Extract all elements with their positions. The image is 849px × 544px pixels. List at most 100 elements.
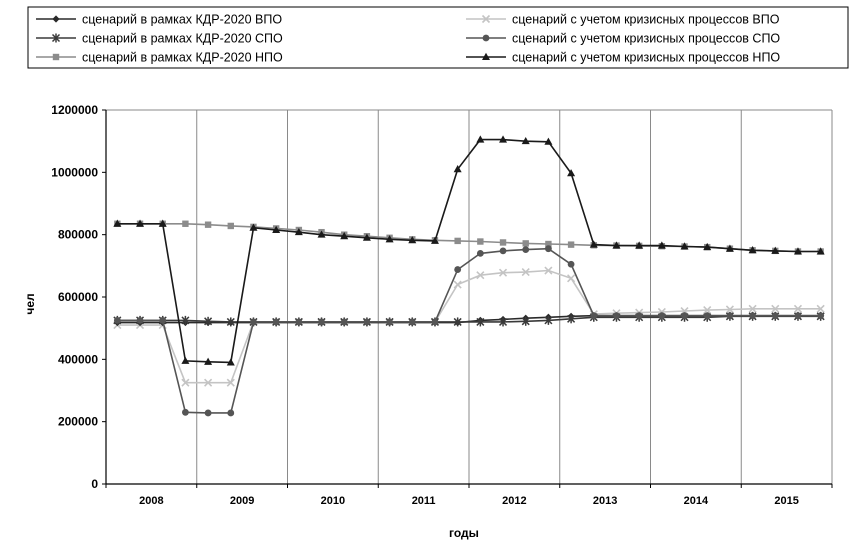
series-line (117, 315, 821, 323)
data-point (340, 318, 348, 326)
data-point (182, 408, 189, 416)
legend-label: сценарий в рамках КДР-2020 ВПО (82, 13, 282, 27)
y-tick-label: 800000 (58, 228, 98, 242)
legend: сценарий в рамках КДР-2020 ВПО сценарий в… (27, 6, 849, 69)
data-point (681, 312, 688, 320)
marker-stroke (544, 266, 553, 275)
data-point (589, 240, 598, 248)
legend-marker (482, 52, 490, 60)
marker-stroke (476, 271, 485, 280)
marker-stroke (226, 378, 235, 387)
marker-stroke (204, 378, 213, 387)
y-axis-label: чел (23, 293, 37, 314)
data-point (136, 316, 144, 324)
marker-stroke (453, 280, 462, 289)
marker-stroke (521, 268, 530, 277)
y-tick-label: 1000000 (51, 165, 98, 179)
data-point (635, 312, 643, 320)
x-tick-label: 2012 (502, 495, 526, 507)
data-point (726, 312, 734, 320)
series-5 (113, 245, 825, 417)
data-point (226, 358, 235, 366)
marker-stroke (793, 304, 803, 313)
data-point (703, 242, 712, 251)
data-point (725, 305, 734, 314)
data-point (771, 304, 780, 313)
y-tick-label: 600000 (58, 290, 98, 304)
data-point (362, 233, 371, 241)
data-point (226, 317, 235, 327)
data-point (793, 304, 803, 313)
data-point (204, 378, 213, 387)
data-point (249, 223, 258, 231)
data-point (771, 312, 779, 320)
data-point (431, 318, 439, 326)
data-point (181, 378, 190, 387)
data-point (204, 357, 213, 365)
data-point (793, 247, 802, 255)
data-point (204, 409, 212, 417)
legend-marker (52, 15, 60, 23)
legend-label: сценарий с учетом кризисных процессов ВП… (512, 13, 780, 27)
data-point (567, 274, 576, 283)
marker-stroke (816, 304, 825, 313)
data-point (544, 315, 553, 325)
data-point (567, 260, 575, 268)
series-line (117, 247, 821, 414)
data-point (748, 246, 757, 254)
legend-marker (51, 33, 61, 43)
x-tick-label: 2009 (230, 495, 254, 507)
data-point (521, 268, 530, 277)
y-tick-label: 200000 (58, 415, 98, 429)
data-point (476, 249, 484, 257)
data-point (227, 222, 234, 230)
data-point (204, 316, 213, 326)
data-point (454, 237, 461, 245)
legend-item: сценарий с учетом кризисных процессов СП… (466, 32, 780, 46)
data-point (476, 271, 485, 280)
data-point (408, 236, 417, 244)
data-point (453, 280, 462, 289)
data-point (453, 165, 462, 173)
data-point (385, 235, 394, 243)
data-point (182, 220, 189, 227)
data-point (204, 221, 212, 228)
marker-stroke (181, 378, 190, 387)
data-point (816, 247, 825, 255)
y-tick-label: 400000 (58, 352, 98, 366)
data-point (817, 312, 825, 320)
legend-label: сценарий в рамках КДР-2020 СПО (82, 32, 283, 46)
data-point (703, 306, 712, 315)
data-point (590, 312, 598, 320)
marker-stroke (725, 305, 734, 314)
data-point (680, 242, 689, 250)
marker-stroke (498, 268, 508, 277)
marker-stroke (771, 304, 780, 313)
x-axis-label: годы (449, 526, 479, 540)
data-point (295, 318, 303, 326)
data-point (657, 241, 666, 249)
legend-item: сценарий с учетом кризисных процессов НП… (466, 51, 780, 65)
data-point (544, 137, 553, 145)
data-point (158, 219, 167, 227)
data-point (136, 219, 145, 227)
data-point (499, 317, 508, 327)
x-tick-label: 2015 (774, 495, 798, 507)
data-point (635, 241, 644, 249)
data-point (430, 236, 439, 244)
data-point (294, 227, 303, 236)
data-point (499, 135, 508, 143)
data-point (545, 245, 552, 253)
data-point (522, 240, 529, 247)
legend-item: сценарий в рамках КДР-2020 СПО (36, 32, 283, 46)
data-point (363, 318, 371, 326)
data-point (386, 318, 393, 326)
y-tick-label: 1200000 (51, 103, 98, 117)
data-point (250, 318, 257, 326)
legend-label: сценарий с учетом кризисных процессов СП… (512, 32, 780, 46)
series-line (117, 138, 821, 364)
legend-label: сценарий в рамках КДР-2020 НПО (82, 51, 283, 65)
data-point (816, 304, 825, 313)
series-line (117, 269, 821, 384)
